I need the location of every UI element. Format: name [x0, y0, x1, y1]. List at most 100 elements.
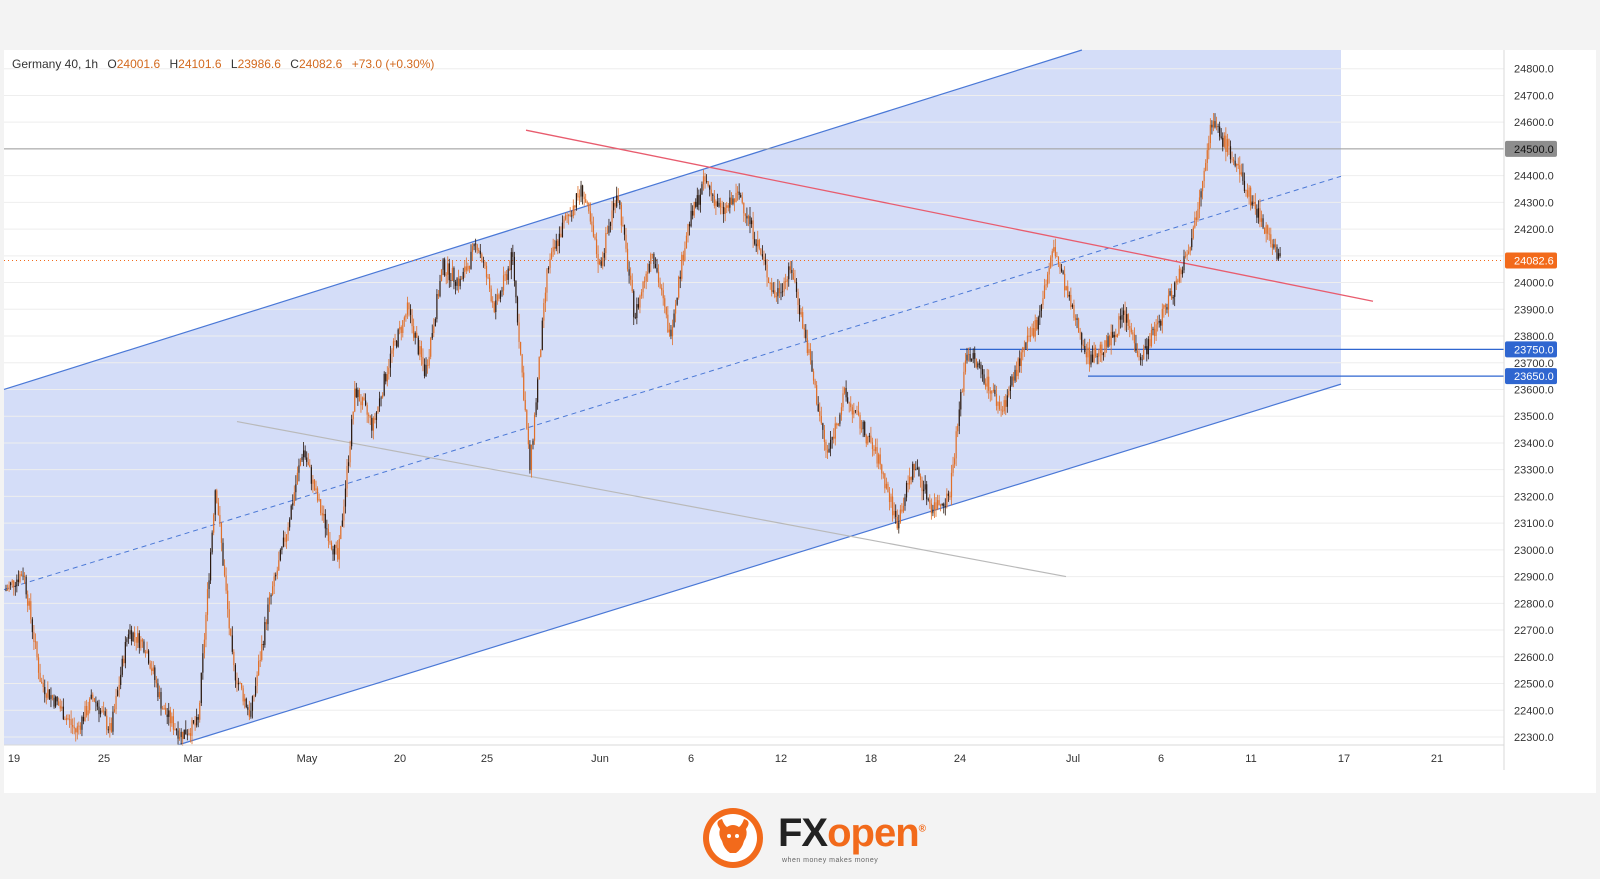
candle-body — [456, 278, 458, 286]
candle-body — [313, 479, 316, 491]
candle-body — [492, 301, 494, 303]
candle-body — [989, 390, 991, 394]
candle-body — [994, 389, 996, 394]
candle-body — [121, 658, 123, 675]
price-label-box — [1505, 252, 1557, 269]
candle-body — [340, 526, 342, 539]
candle-body — [154, 667, 156, 680]
candle-body — [513, 256, 515, 281]
candle-body — [1163, 305, 1165, 309]
candle-body — [642, 281, 644, 293]
candle-body — [657, 271, 660, 283]
candle-body — [1144, 346, 1146, 349]
candle-body — [698, 195, 700, 205]
candle-body — [826, 450, 829, 453]
candle-body — [679, 276, 681, 279]
candle-body — [165, 707, 167, 715]
y-tick-label: 23700.0 — [1514, 358, 1554, 370]
candle-body — [901, 509, 903, 512]
candle-body — [943, 503, 945, 507]
x-tick-label: Jul — [1066, 753, 1080, 765]
candle-body — [1146, 346, 1148, 355]
candle-body — [389, 353, 391, 368]
candle-body — [334, 544, 336, 555]
y-tick-label: 24200.0 — [1514, 224, 1554, 236]
close-key: C — [290, 57, 299, 71]
candle-body — [695, 201, 697, 207]
candle-body — [737, 191, 739, 193]
candle-body — [997, 402, 999, 406]
candle-body — [330, 542, 333, 549]
candle-body — [715, 201, 717, 206]
candle-body — [823, 429, 825, 442]
candle-body — [1143, 348, 1145, 360]
candle-body — [1057, 257, 1060, 265]
candle-body — [1036, 319, 1038, 330]
x-tick-label: 17 — [1338, 753, 1350, 765]
candle-body — [265, 622, 267, 625]
x-tick-label: 20 — [394, 753, 406, 765]
candle-body — [1212, 121, 1215, 128]
candle-body — [887, 483, 889, 493]
brand-tagline: when money makes money — [782, 857, 879, 864]
candle-body — [840, 407, 843, 415]
candle-body — [684, 248, 686, 261]
price-label-text: 23750.0 — [1514, 344, 1554, 356]
candle-body — [690, 210, 692, 227]
candle-body — [712, 194, 714, 196]
candle-body — [413, 326, 415, 338]
candle-body — [510, 252, 512, 270]
candle-body — [200, 672, 202, 704]
candle-body — [166, 714, 168, 717]
y-tick-label: 22900.0 — [1514, 572, 1554, 584]
candle-body — [468, 265, 471, 269]
candle-body — [479, 250, 481, 255]
candle-body — [1277, 253, 1280, 259]
candle-body — [120, 674, 122, 686]
price-chart[interactable]: 24800.0 24700.0 24600.0 24500.0 24400.0 24300… — [0, 0, 1600, 800]
candle-body — [451, 267, 453, 281]
candle-body — [916, 467, 918, 470]
candle-body — [458, 278, 460, 287]
candle-body — [158, 692, 161, 698]
candle-body — [1248, 187, 1250, 197]
candle-body — [878, 454, 880, 464]
candle-body — [343, 506, 345, 521]
candle-body — [870, 435, 872, 443]
candle-body — [202, 653, 204, 673]
candle-body — [523, 372, 525, 400]
candle-body — [848, 402, 850, 404]
candle-body — [365, 400, 367, 405]
candle-body — [360, 401, 362, 406]
candle-body — [775, 296, 777, 298]
candle-body — [843, 387, 846, 394]
candle-body — [1259, 208, 1261, 222]
candle-body — [1181, 270, 1184, 275]
candle-body — [1197, 209, 1199, 220]
candle-body — [256, 675, 258, 686]
candle-body — [930, 503, 932, 514]
candle-body — [386, 374, 388, 382]
candle-body — [825, 441, 827, 451]
x-tick-label: Jun — [591, 753, 609, 765]
candle-body — [295, 484, 297, 493]
candle-body — [885, 483, 887, 489]
candle-body — [462, 271, 464, 280]
candle-body — [397, 329, 399, 347]
candle-body — [324, 513, 326, 529]
candle-body — [230, 628, 232, 636]
candle-body — [833, 436, 835, 439]
candle-body — [896, 516, 898, 529]
candle-body — [213, 514, 215, 533]
candle-body — [549, 258, 551, 268]
candle-body — [36, 641, 38, 658]
candle-body — [58, 701, 60, 706]
candle-body — [1174, 282, 1176, 297]
candle-body — [768, 277, 770, 284]
candle-body — [109, 723, 111, 731]
candle-body — [414, 332, 416, 338]
candle-body — [738, 191, 740, 195]
candle-body — [419, 346, 421, 355]
candle-body — [144, 652, 147, 654]
candle-body — [64, 719, 66, 721]
